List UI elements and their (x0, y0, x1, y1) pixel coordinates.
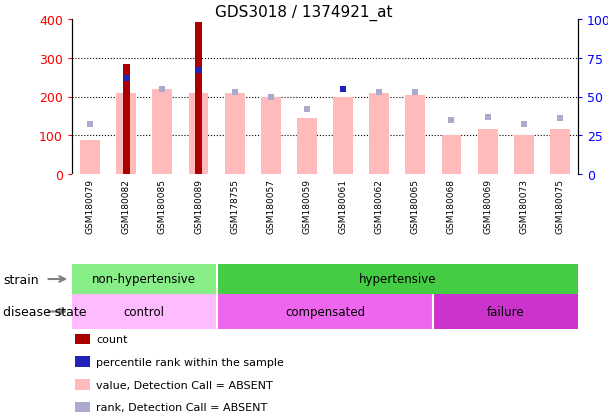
Text: non-hypertensive: non-hypertensive (92, 273, 196, 286)
Bar (225, 93, 244, 175)
Text: GSM180075: GSM180075 (556, 179, 564, 234)
Text: count: count (96, 334, 128, 344)
Bar (333, 97, 353, 175)
Bar (123, 64, 130, 175)
Text: strain: strain (3, 273, 39, 286)
Text: GSM180065: GSM180065 (411, 179, 420, 234)
Bar (80, 140, 100, 175)
Text: GDS3018 / 1374921_at: GDS3018 / 1374921_at (215, 5, 393, 21)
Text: GSM180061: GSM180061 (339, 179, 348, 234)
Bar (478, 130, 497, 175)
Text: hypertensive: hypertensive (359, 273, 436, 286)
Bar (153, 90, 172, 175)
Bar (72, 294, 216, 329)
Text: failure: failure (487, 305, 525, 318)
Bar (434, 294, 578, 329)
Bar (441, 136, 461, 175)
Text: GSM180068: GSM180068 (447, 179, 456, 234)
Bar (261, 97, 281, 175)
Text: GSM180085: GSM180085 (158, 179, 167, 234)
Bar (369, 93, 389, 175)
Bar (116, 93, 136, 175)
Text: disease state: disease state (3, 305, 86, 318)
Bar (550, 129, 570, 175)
Bar (72, 264, 216, 294)
Text: GSM180082: GSM180082 (122, 179, 131, 234)
Bar (297, 119, 317, 175)
Bar (188, 93, 209, 175)
Bar (514, 136, 534, 175)
Text: GSM180073: GSM180073 (519, 179, 528, 234)
Text: compensated: compensated (285, 305, 365, 318)
Text: GSM180059: GSM180059 (302, 179, 311, 234)
Text: control: control (124, 305, 165, 318)
Text: percentile rank within the sample: percentile rank within the sample (96, 357, 284, 367)
Text: GSM180057: GSM180057 (266, 179, 275, 234)
Text: GSM180062: GSM180062 (375, 179, 384, 234)
Text: GSM180069: GSM180069 (483, 179, 492, 234)
Text: GSM178755: GSM178755 (230, 179, 239, 234)
Text: value, Detection Call = ABSENT: value, Detection Call = ABSENT (96, 380, 273, 389)
Text: GSM180089: GSM180089 (194, 179, 203, 234)
Text: rank, Detection Call = ABSENT: rank, Detection Call = ABSENT (96, 402, 268, 412)
Bar (216, 264, 578, 294)
Text: GSM180079: GSM180079 (86, 179, 95, 234)
Bar (216, 294, 434, 329)
Bar (195, 23, 202, 175)
Bar (406, 95, 426, 175)
